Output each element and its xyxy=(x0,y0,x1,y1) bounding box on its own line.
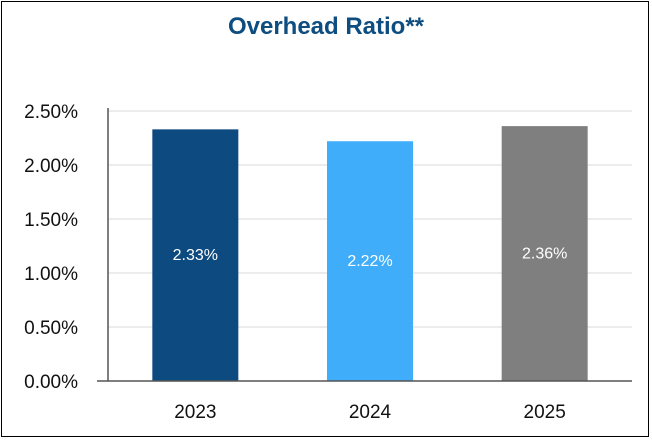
y-tick-label: 1.00% xyxy=(24,264,78,285)
y-tick-label: 1.50% xyxy=(24,210,78,231)
x-tick-label: 2025 xyxy=(524,402,566,423)
bar xyxy=(327,141,413,381)
bar xyxy=(501,126,588,382)
x-tick-label: 2024 xyxy=(349,402,392,423)
y-tick-label: 2.50% xyxy=(24,102,78,123)
y-tick-label: 0.50% xyxy=(24,318,78,339)
data-label: 2.22% xyxy=(347,253,392,270)
data-label: 2.36% xyxy=(522,246,567,263)
axes xyxy=(97,108,632,382)
bar xyxy=(152,129,239,381)
data-labels: 2.33% 2.22% 2.36% xyxy=(173,246,568,271)
data-label: 2.33% xyxy=(173,247,218,264)
y-tick-label: 0.00% xyxy=(24,372,78,393)
chart-title: Overhead Ratio** xyxy=(227,13,425,40)
y-tick-label: 2.00% xyxy=(24,156,78,177)
x-tick-labels: 2023 2024 2025 xyxy=(174,402,566,423)
bars xyxy=(152,126,588,382)
x-tick-label: 2023 xyxy=(174,402,216,423)
y-tick-labels: 0.00% 0.50% 1.00% 1.50% 2.00% 2.50% xyxy=(24,102,78,393)
